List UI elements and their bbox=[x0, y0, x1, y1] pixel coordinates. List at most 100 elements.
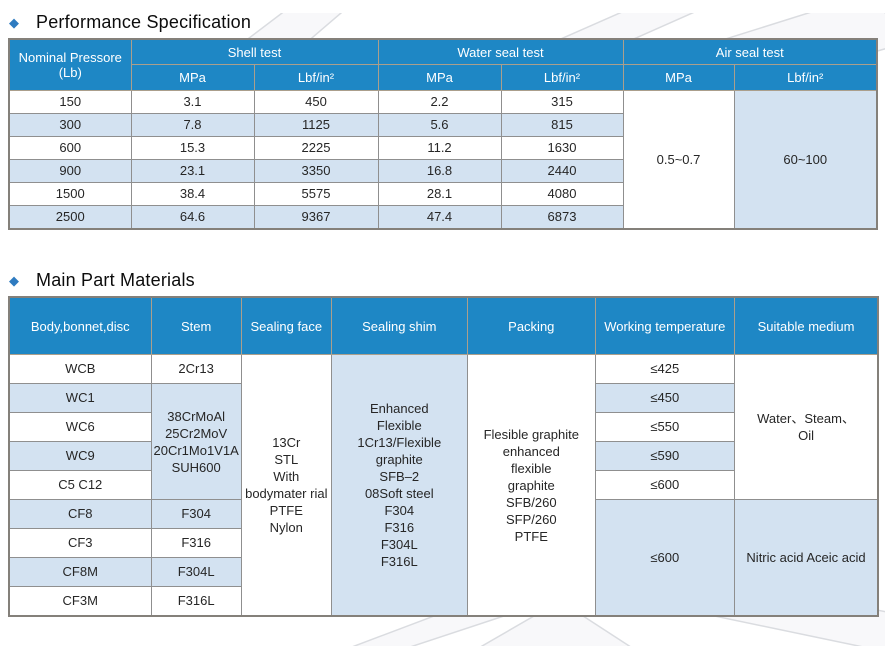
table-cell: F304L bbox=[150, 557, 242, 587]
table-cell: 7.8 bbox=[130, 113, 255, 137]
section-title-text: Main Part Materials bbox=[36, 270, 195, 290]
column-header-working-temperature: Working temperature bbox=[594, 296, 735, 355]
unit-header-water-lbf: Lbf/in² bbox=[500, 64, 624, 91]
table-cell: 16.8 bbox=[377, 159, 502, 183]
header-row-groups: Nominal Pressore (Lb) Shell test Water s… bbox=[8, 38, 878, 91]
column-header-nominal-pressure: Nominal Pressore (Lb) bbox=[8, 38, 132, 91]
table-cell: WC9 bbox=[8, 441, 152, 471]
table-cell: CF3 bbox=[8, 528, 152, 558]
table-cell: 3.1 bbox=[130, 90, 255, 114]
suitable-medium-bottom-cell: Nitric acid Aceic acid bbox=[733, 499, 879, 617]
table-row: 1500 38.4 5575 28.1 4080 bbox=[8, 182, 877, 206]
sealing-face-merged-cell: 13Cr STL With bodymater rial PTFE Nylon bbox=[240, 354, 332, 617]
table-cell: 3350 bbox=[253, 159, 379, 183]
performance-table: Nominal Pressore (Lb) Shell test Water s… bbox=[8, 38, 878, 230]
performance-section-title: ◆ Performance Specification bbox=[9, 12, 885, 32]
table-row: CF3M F316L bbox=[8, 586, 878, 617]
table-row: CF8M F304L bbox=[8, 557, 878, 587]
table-cell: 450 bbox=[253, 90, 379, 114]
table-cell: CF8M bbox=[8, 557, 152, 587]
column-header-sealing-face: Sealing face bbox=[240, 296, 332, 355]
table-cell: WC6 bbox=[8, 412, 152, 442]
table-cell: CF8 bbox=[8, 499, 152, 529]
table-row: WC6 ≤550 bbox=[8, 412, 878, 442]
table-cell: ≤600 bbox=[594, 470, 735, 500]
packing-merged-cell: Flesible graphite enhanced flexible grap… bbox=[466, 354, 596, 617]
table-row: C5 C12 ≤600 bbox=[8, 470, 878, 500]
table-row: 2500 64.6 9367 47.4 6873 bbox=[8, 205, 877, 230]
table-cell: 815 bbox=[500, 113, 624, 137]
table-cell: 150 bbox=[8, 90, 132, 114]
table-cell: 28.1 bbox=[377, 182, 502, 206]
table-cell: F304 bbox=[150, 499, 242, 529]
materials-table: Body,bonnet,disc Stem Sealing face Seali… bbox=[8, 296, 880, 617]
sealing-shim-merged-cell: Enhanced Flexible 1Cr13/Flexible graphit… bbox=[330, 354, 468, 617]
table-row: WC1 38CrMoAl 25Cr2MoV 20Cr1Mo1V1A SUH600… bbox=[8, 383, 878, 500]
table-cell: 4080 bbox=[500, 182, 624, 206]
table-cell: ≤550 bbox=[594, 412, 735, 442]
table-cell: ≤450 bbox=[594, 383, 735, 413]
table-cell: 315 bbox=[500, 90, 624, 114]
materials-section-title: ◆ Main Part Materials bbox=[9, 270, 885, 290]
table-cell: 38.4 bbox=[130, 182, 255, 206]
header-row-units: MPa Lbf/in² MPa Lbf/in² MPa Lbf/in² bbox=[9, 64, 878, 91]
table-cell: 2Cr13 bbox=[150, 354, 242, 384]
column-header-sealing-shim: Sealing shim bbox=[330, 296, 468, 355]
table-row: CF3 F316 bbox=[8, 528, 878, 558]
table-cell: 6873 bbox=[500, 205, 624, 230]
table-cell: 11.2 bbox=[377, 136, 502, 160]
table-cell: 15.3 bbox=[130, 136, 255, 160]
column-header-water-seal-test: Water seal test bbox=[377, 38, 624, 65]
air-seal-lbf-merged-cell: 60~100 bbox=[733, 90, 878, 230]
table-cell: 23.1 bbox=[130, 159, 255, 183]
table-row: 600 15.3 2225 11.2 1630 bbox=[8, 136, 877, 160]
unit-header-shell-mpa: MPa bbox=[130, 64, 255, 91]
table-cell: 2.2 bbox=[377, 90, 502, 114]
table-row: WCB 2Cr13 13Cr STL With bodymater rial P… bbox=[8, 354, 879, 617]
unit-header-air-lbf: Lbf/in² bbox=[733, 64, 878, 91]
suitable-medium-top-cell: Water、Steam、 Oil bbox=[733, 354, 879, 500]
table-cell: 2225 bbox=[253, 136, 379, 160]
column-header-body-bonnet-disc: Body,bonnet,disc bbox=[8, 296, 152, 355]
spec-sheet-page: ◆ Performance Specification Nominal Pres… bbox=[0, 12, 885, 646]
air-seal-mpa-merged-cell: 0.5~0.7 bbox=[622, 90, 735, 230]
table-cell: WC1 bbox=[8, 383, 152, 413]
section-title-text: Performance Specification bbox=[36, 12, 252, 32]
table-cell: 64.6 bbox=[130, 205, 255, 230]
column-header-stem: Stem bbox=[150, 296, 242, 355]
table-cell: 600 bbox=[8, 136, 132, 160]
unit-header-water-mpa: MPa bbox=[377, 64, 502, 91]
working-temp-merged-cell: ≤600 bbox=[594, 499, 735, 617]
header-row: Body,bonnet,disc Stem Sealing face Seali… bbox=[8, 296, 879, 355]
table-cell: 9367 bbox=[253, 205, 379, 230]
table-cell: CF3M bbox=[8, 586, 152, 617]
table-cell: WCB bbox=[8, 354, 152, 384]
unit-header-air-mpa: MPa bbox=[622, 64, 735, 91]
table-row: 150 3.1 450 2.2 315 0.5~0.7 60~100 bbox=[8, 90, 878, 230]
table-cell: 900 bbox=[8, 159, 132, 183]
unit-header-shell-lbf: Lbf/in² bbox=[253, 64, 379, 91]
table-cell: 1500 bbox=[8, 182, 132, 206]
table-row: WC9 ≤590 bbox=[8, 441, 878, 471]
diamond-bullet-icon: ◆ bbox=[9, 15, 19, 30]
column-header-air-seal-test: Air seal test bbox=[622, 38, 878, 65]
table-cell: C5 C12 bbox=[8, 470, 152, 500]
column-header-shell-test: Shell test bbox=[130, 38, 379, 65]
table-row: 900 23.1 3350 16.8 2440 bbox=[8, 159, 877, 183]
table-cell: ≤590 bbox=[594, 441, 735, 471]
table-cell: F316L bbox=[150, 586, 242, 617]
table-cell: 5.6 bbox=[377, 113, 502, 137]
table-cell: ≤425 bbox=[594, 354, 735, 384]
table-cell: 2440 bbox=[500, 159, 624, 183]
column-header-suitable-medium: Suitable medium bbox=[733, 296, 879, 355]
table-cell: 300 bbox=[8, 113, 132, 137]
diamond-bullet-icon: ◆ bbox=[9, 273, 19, 288]
table-cell: 1125 bbox=[253, 113, 379, 137]
stem-merged-cell: 38CrMoAl 25Cr2MoV 20Cr1Mo1V1A SUH600 bbox=[150, 383, 242, 500]
table-row: CF8 F304 ≤600 Nitric acid Aceic acid bbox=[8, 499, 879, 617]
table-cell: 47.4 bbox=[377, 205, 502, 230]
table-cell: F316 bbox=[150, 528, 242, 558]
table-cell: 1630 bbox=[500, 136, 624, 160]
table-cell: 5575 bbox=[253, 182, 379, 206]
table-cell: 2500 bbox=[8, 205, 132, 230]
